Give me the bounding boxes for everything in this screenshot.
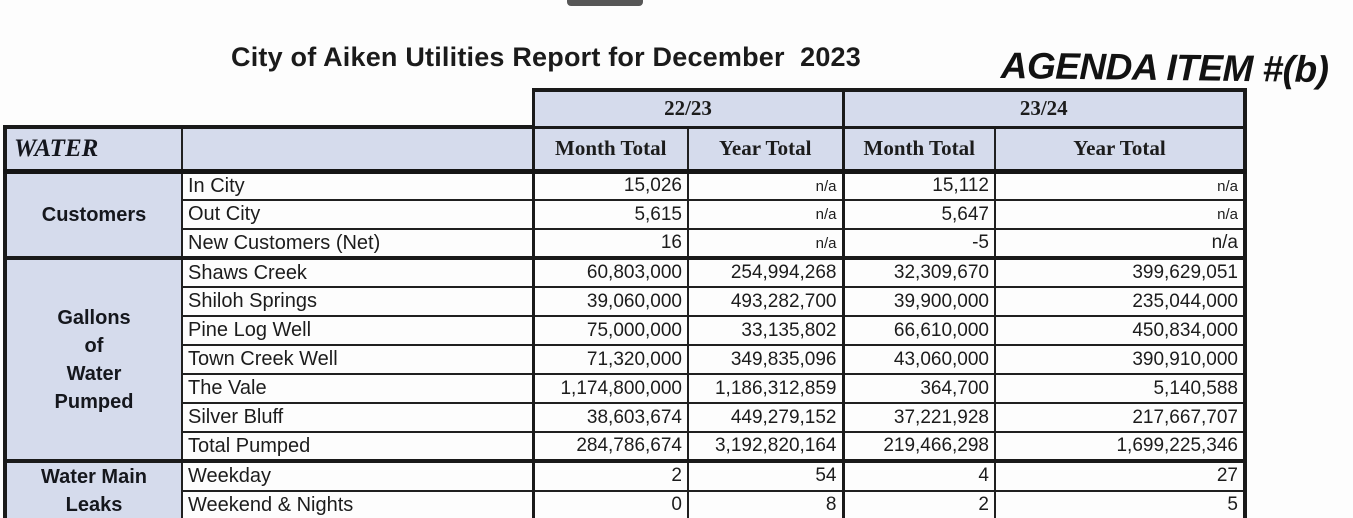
group-header-23-24: 23/24: [841, 88, 1247, 129]
value-cell: 39,900,000: [841, 286, 996, 317]
table-row: Silver Bluff 38,603,674 449,279,152 37,2…: [5, 402, 1247, 433]
value-cell: 43,060,000: [841, 344, 996, 375]
table-row: New Customers (Net) 16 n/a -5 n/a: [5, 228, 1247, 259]
col-header-year-total-2324: Year Total: [994, 126, 1247, 174]
value-cell: n/a: [994, 170, 1247, 201]
value-cell: 1,186,312,859: [687, 373, 844, 404]
page-title: City of Aiken Utilities Report for Decem…: [231, 42, 861, 72]
table-row: Town Creek Well 71,320,000 349,835,096 4…: [5, 344, 1247, 375]
value-cell: 27: [994, 459, 1247, 492]
value-cell: 390,910,000: [994, 344, 1247, 375]
value-cell: 493,282,700: [687, 286, 844, 317]
spacer-cell: [182, 90, 533, 127]
value-cell: 217,667,707: [994, 402, 1247, 433]
row-label: Silver Bluff: [181, 402, 534, 433]
value-cell: n/a: [687, 228, 844, 259]
table-row: Total Pumped 284,786,674 3,192,820,164 2…: [5, 431, 1247, 462]
agenda-item-stamp: AGENDA ITEM #(b): [1000, 45, 1329, 91]
value-cell: 449,279,152: [687, 402, 844, 433]
value-cell: 16: [531, 228, 689, 259]
value-cell: n/a: [687, 199, 844, 230]
value-cell: n/a: [687, 170, 844, 201]
value-cell: 33,135,802: [687, 315, 844, 346]
spacer-cell: [5, 90, 182, 127]
scan-artifact-mark: [567, 0, 643, 6]
blank-header-cell: [181, 125, 534, 174]
value-cell: 39,060,000: [531, 286, 689, 317]
value-cell: 349,835,096: [687, 344, 844, 375]
table-row: Water Main Leaks Weekday 2 54 4 27: [3, 459, 1247, 518]
row-label: Shiloh Springs: [181, 286, 534, 317]
table-row: Pine Log Well 75,000,000 33,135,802 66,6…: [5, 315, 1247, 346]
value-cell: 60,803,000: [531, 256, 689, 288]
value-cell: 37,221,928: [841, 402, 996, 433]
water-section-header: WATER: [3, 125, 183, 174]
value-cell: 4: [841, 459, 996, 492]
value-cell: 54: [687, 459, 844, 492]
value-cell: 75,000,000: [531, 315, 689, 346]
col-header-month-total-2223: Month Total: [531, 126, 689, 174]
value-cell: 0: [531, 489, 689, 518]
row-label: Out City: [181, 199, 534, 230]
value-cell: 5: [994, 489, 1247, 518]
table-row: Weekend & Nights 0 8 2 5: [5, 489, 1247, 518]
value-cell: 284,786,674: [531, 431, 689, 462]
row-label: New Customers (Net): [181, 228, 534, 259]
row-label: The Vale: [181, 373, 534, 404]
utilities-report-table: 22/23 23/24 WATER Month Total Year Total…: [3, 88, 1247, 518]
section-label-customers: Customers: [3, 170, 183, 259]
table-row: Shiloh Springs 39,060,000 493,282,700 39…: [5, 286, 1247, 317]
value-cell: 450,834,000: [994, 315, 1247, 346]
value-cell: 15,026: [531, 170, 689, 201]
value-cell: 5,615: [531, 199, 689, 230]
group-header-row: 22/23 23/24: [5, 88, 1247, 129]
value-cell: n/a: [994, 228, 1247, 259]
value-cell: 254,994,268: [687, 256, 844, 288]
value-cell: n/a: [994, 199, 1247, 230]
value-cell: 219,466,298: [841, 431, 996, 462]
value-cell: 15,112: [841, 170, 996, 201]
col-header-year-total-2223: Year Total: [687, 126, 844, 174]
row-label: In City: [181, 170, 534, 201]
value-cell: 235,044,000: [994, 286, 1247, 317]
group-header-22-23: 22/23: [531, 88, 844, 129]
value-cell: 3,192,820,164: [687, 431, 844, 462]
table-row: Out City 5,615 n/a 5,647 n/a: [5, 199, 1247, 230]
row-label: Weekend & Nights: [181, 489, 534, 518]
value-cell: 66,610,000: [841, 315, 996, 346]
section-label-water-main-leaks: Water Main Leaks: [3, 459, 183, 518]
value-cell: 38,603,674: [531, 402, 689, 433]
value-cell: 32,309,670: [841, 256, 996, 288]
row-label: Town Creek Well: [181, 344, 534, 375]
row-label: Shaws Creek: [181, 256, 534, 288]
row-label: Weekday: [181, 459, 534, 492]
value-cell: 71,320,000: [531, 344, 689, 375]
value-cell: 364,700: [841, 373, 996, 404]
row-label: Pine Log Well: [181, 315, 534, 346]
col-header-month-total-2324: Month Total: [841, 126, 996, 174]
value-cell: 2: [531, 459, 689, 492]
value-cell: 399,629,051: [994, 256, 1247, 288]
section-label-gallons-pumped: Gallons of Water Pumped: [3, 256, 183, 462]
value-cell: 1,699,225,346: [994, 431, 1247, 462]
column-header-row: WATER Month Total Year Total Month Total…: [3, 125, 1247, 174]
value-cell: 1,174,800,000: [531, 373, 689, 404]
table-row: Gallons of Water Pumped Shaws Creek 60,8…: [3, 256, 1247, 462]
value-cell: 2: [841, 489, 996, 518]
table-row: The Vale 1,174,800,000 1,186,312,859 364…: [5, 373, 1247, 404]
value-cell: 8: [687, 489, 844, 518]
value-cell: 5,647: [841, 199, 996, 230]
table-row: Customers In City 15,026 n/a 15,112 n/a: [3, 170, 1247, 259]
row-label: Total Pumped: [181, 431, 534, 462]
value-cell: -5: [841, 228, 996, 259]
value-cell: 5,140,588: [994, 373, 1247, 404]
